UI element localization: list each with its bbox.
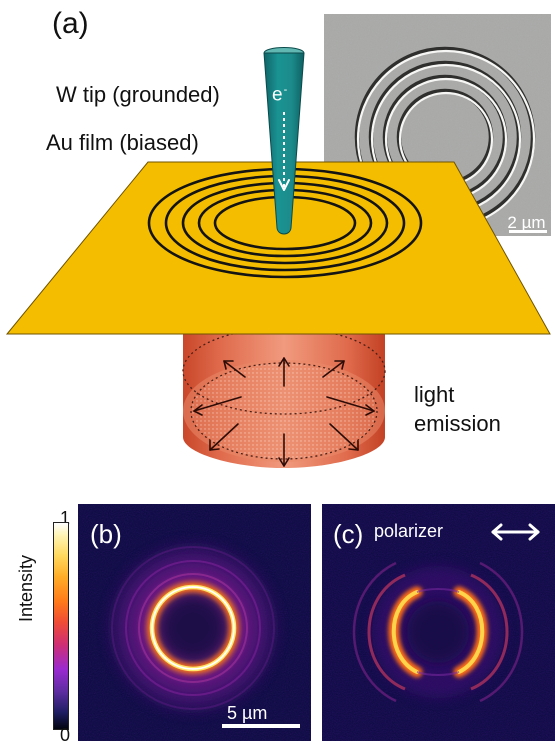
electron-symbol: e (272, 84, 283, 106)
panel-c-polarized-ring-image (322, 504, 555, 741)
panel-b-image: (b) 5 µm (78, 504, 311, 741)
emission-arrows (193, 357, 375, 467)
panel-a-label: (a) (52, 7, 89, 40)
panel-b-label: (b) (90, 519, 122, 549)
light-label-line2: emission (414, 411, 501, 436)
sem-scale-bar (509, 230, 547, 233)
sem-scale-label: 2 µm (507, 213, 546, 232)
polarizer-label: polarizer (374, 521, 444, 541)
panel-c-image: (c) polarizer (322, 504, 555, 741)
colorbar-gradient (53, 522, 69, 730)
light-emission-column (182, 327, 386, 468)
double-arrow-icon (491, 523, 540, 541)
colorbar-bottom-label: 0 (60, 725, 71, 741)
panel-b-scale-bar (222, 724, 300, 728)
colorbar-title: Intensity (16, 554, 36, 622)
light-emission-label: light emission (414, 380, 501, 438)
panel-b-scale-label: 5 µm (227, 703, 268, 723)
light-label-line1: light (414, 382, 455, 407)
film-label: Au film (biased) (46, 130, 199, 155)
electron-label: e- (272, 84, 287, 106)
tip-label: W tip (grounded) (56, 82, 220, 107)
panel-c-label: (c) (333, 519, 364, 549)
gold-film (5, 161, 551, 335)
w-tip (263, 47, 305, 235)
electron-charge: - (283, 84, 288, 96)
colorbar-top-label: 1 (60, 508, 71, 528)
colorbar: 1 0 Intensity (0, 504, 80, 741)
panel-b-ring-image (78, 504, 311, 741)
